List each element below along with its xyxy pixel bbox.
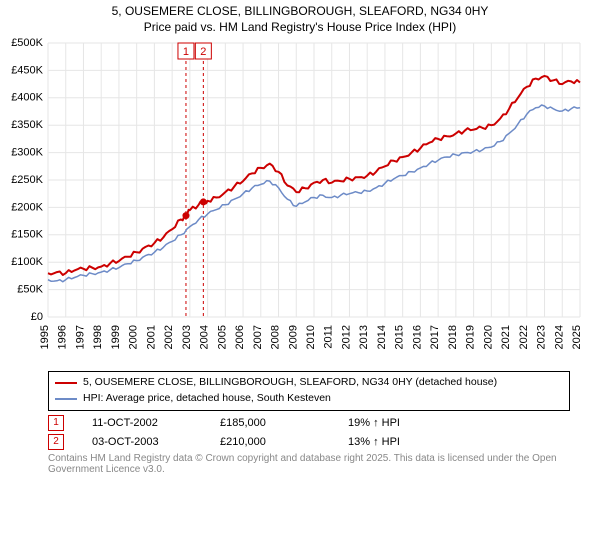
marker-row: 1 11-OCT-2002 £185,000 19% ↑ HPI <box>48 415 570 431</box>
marker-delta: 13% ↑ HPI <box>348 436 448 448</box>
marker-date: 03-OCT-2003 <box>92 436 192 448</box>
svg-text:1996: 1996 <box>57 325 69 349</box>
svg-text:2004: 2004 <box>199 325 211 349</box>
line-chart-svg: £0 £50K £100K £150K £200K £250K £300K £350K £400… <box>0 37 586 367</box>
legend-swatch-2 <box>55 398 77 400</box>
svg-text:1999: 1999 <box>110 325 122 349</box>
svg-text:£250K: £250K <box>11 174 43 186</box>
svg-text:1997: 1997 <box>74 325 86 349</box>
svg-text:2017: 2017 <box>429 325 441 349</box>
svg-text:£50K: £50K <box>17 284 43 296</box>
svg-text:2009: 2009 <box>287 325 299 349</box>
legend: 5, OUSEMERE CLOSE, BILLINGBOROUGH, SLEAF… <box>48 371 570 411</box>
svg-text:2018: 2018 <box>447 325 459 349</box>
svg-text:2001: 2001 <box>145 325 157 349</box>
marker-badge: 1 <box>48 415 64 431</box>
svg-text:£500K: £500K <box>11 37 43 49</box>
svg-text:2011: 2011 <box>323 325 335 349</box>
legend-swatch-1 <box>55 382 77 384</box>
svg-text:2013: 2013 <box>358 325 370 349</box>
svg-text:2025: 2025 <box>571 325 583 349</box>
svg-text:£300K: £300K <box>11 147 43 159</box>
svg-text:£100K: £100K <box>11 256 43 268</box>
svg-text:2019: 2019 <box>465 325 477 349</box>
svg-text:1995: 1995 <box>39 325 51 349</box>
svg-text:2005: 2005 <box>216 325 228 349</box>
svg-text:2016: 2016 <box>411 325 423 349</box>
svg-text:1: 1 <box>183 46 189 58</box>
chart-area: £0 £50K £100K £150K £200K £250K £300K £350K £400… <box>0 37 600 367</box>
legend-row-1: 5, OUSEMERE CLOSE, BILLINGBOROUGH, SLEAF… <box>55 375 563 391</box>
svg-text:2007: 2007 <box>252 325 264 349</box>
svg-text:2021: 2021 <box>500 325 512 349</box>
svg-text:£200K: £200K <box>11 201 43 213</box>
title-line-1: 5, OUSEMERE CLOSE, BILLINGBOROUGH, SLEAF… <box>4 4 596 20</box>
legend-label-1: 5, OUSEMERE CLOSE, BILLINGBOROUGH, SLEAF… <box>83 375 497 391</box>
marker-date: 11-OCT-2002 <box>92 417 192 429</box>
marker-row: 2 03-OCT-2003 £210,000 13% ↑ HPI <box>48 434 570 450</box>
svg-text:2024: 2024 <box>553 325 565 349</box>
svg-text:2015: 2015 <box>394 325 406 349</box>
svg-text:2010: 2010 <box>305 325 317 349</box>
svg-text:2014: 2014 <box>376 325 388 349</box>
svg-text:£150K: £150K <box>11 229 43 241</box>
svg-text:£0: £0 <box>31 311 43 323</box>
svg-text:£400K: £400K <box>11 92 43 104</box>
svg-text:2023: 2023 <box>536 325 548 349</box>
svg-text:2003: 2003 <box>181 325 193 349</box>
svg-text:£350K: £350K <box>11 119 43 131</box>
marker-delta: 19% ↑ HPI <box>348 417 448 429</box>
svg-text:£450K: £450K <box>11 64 43 76</box>
chart-title: 5, OUSEMERE CLOSE, BILLINGBOROUGH, SLEAF… <box>0 0 600 37</box>
marker-table: 1 11-OCT-2002 £185,000 19% ↑ HPI 2 03-OCT-200… <box>48 415 570 450</box>
marker-price: £210,000 <box>220 436 320 448</box>
legend-label-2: HPI: Average price, detached house, Sout… <box>83 391 331 407</box>
svg-text:2022: 2022 <box>518 325 530 349</box>
marker-badge: 2 <box>48 434 64 450</box>
footer-text: Contains HM Land Registry data © Crown c… <box>48 453 570 475</box>
svg-text:2020: 2020 <box>482 325 494 349</box>
svg-text:2012: 2012 <box>340 325 352 349</box>
legend-row-2: HPI: Average price, detached house, Sout… <box>55 391 563 407</box>
svg-text:2008: 2008 <box>270 325 282 349</box>
svg-text:2: 2 <box>200 46 206 58</box>
title-line-2: Price paid vs. HM Land Registry's House … <box>4 20 596 36</box>
svg-text:2002: 2002 <box>163 325 175 349</box>
marker-price: £185,000 <box>220 417 320 429</box>
svg-text:2006: 2006 <box>234 325 246 349</box>
svg-text:2000: 2000 <box>128 325 140 349</box>
svg-text:1998: 1998 <box>92 325 104 349</box>
